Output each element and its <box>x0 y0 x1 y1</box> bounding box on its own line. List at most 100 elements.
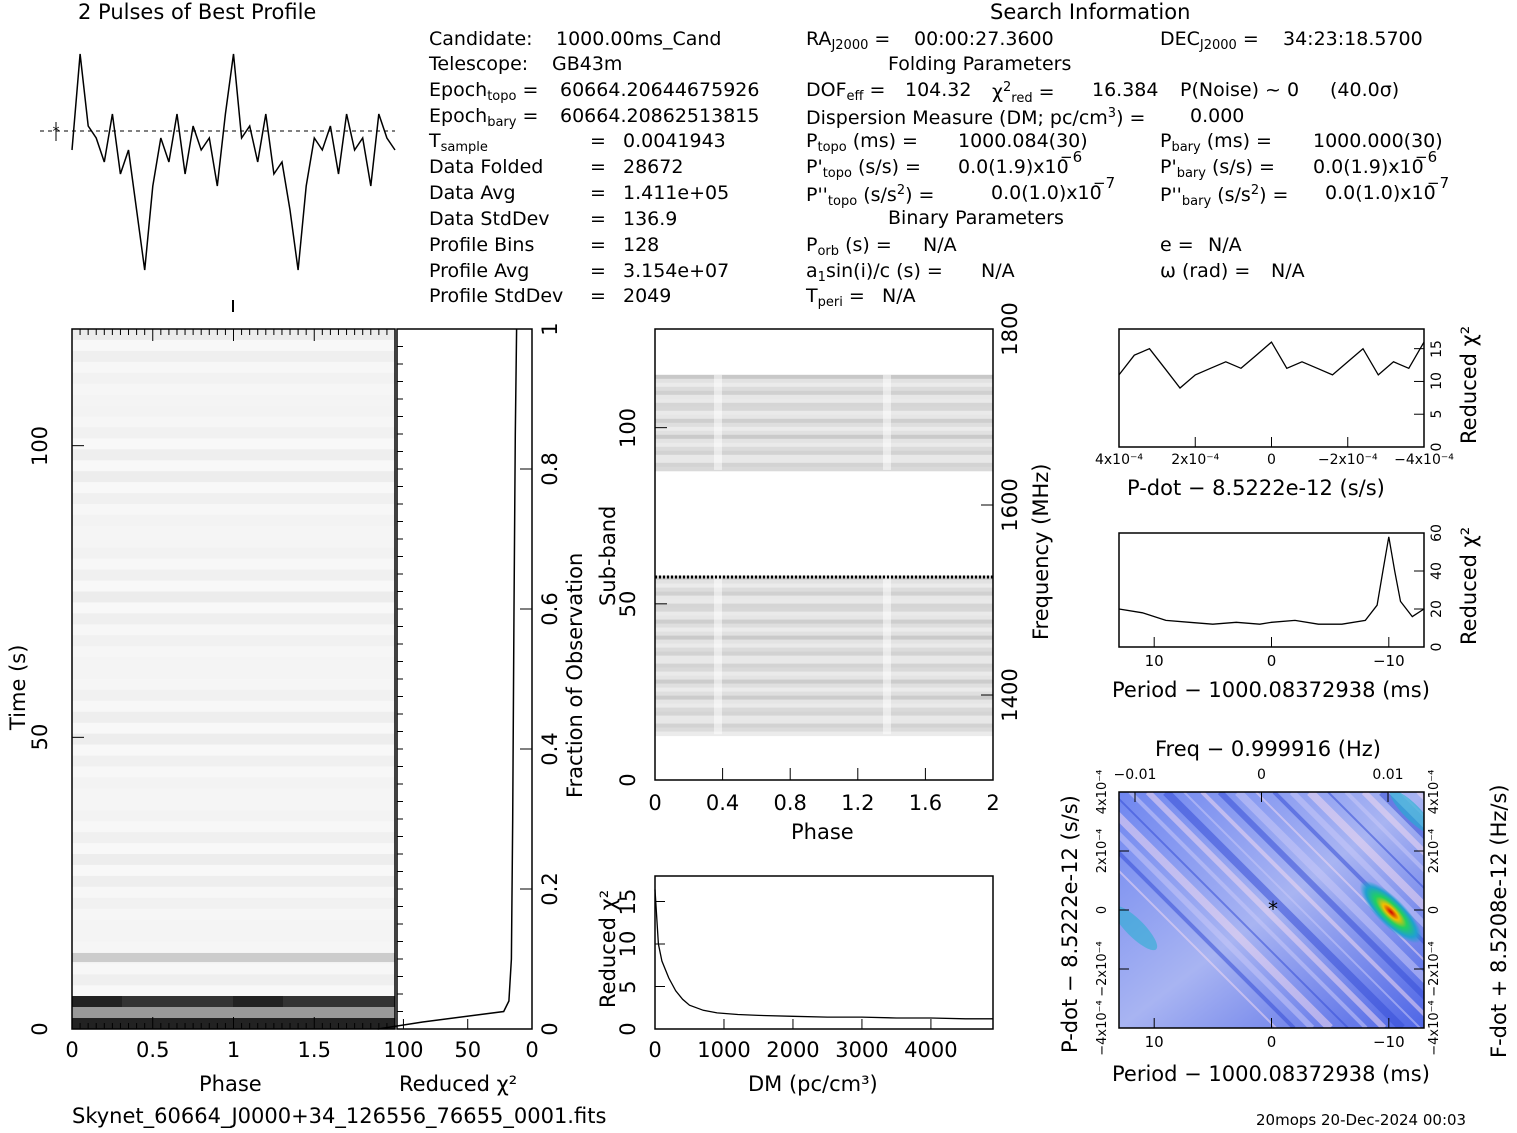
time-phase-xlabel: Phase <box>199 1072 262 1096</box>
sb-row <box>655 442 993 448</box>
eq-5: = <box>590 234 606 256</box>
period-chi2-plot <box>1118 532 1425 648</box>
tp-row <box>72 930 395 942</box>
tp-row <box>72 471 395 483</box>
profile-bins-value: 128 <box>623 234 660 256</box>
data-stddev-value: 136.9 <box>623 208 678 230</box>
svg-text:*: * <box>53 124 60 140</box>
sb-row <box>655 675 993 681</box>
sb-row <box>655 651 993 657</box>
subband-heatmap <box>654 328 994 781</box>
sb-row <box>655 414 993 420</box>
pddot-bary-exp: −7 <box>1427 174 1450 192</box>
tp-row <box>72 405 395 417</box>
tp-row <box>72 558 395 571</box>
telescope-label: Telescope: <box>429 53 529 75</box>
sb-row <box>655 695 993 701</box>
sb-row <box>655 462 993 468</box>
tp-row <box>72 788 395 800</box>
pp-streak <box>1307 792 1424 912</box>
tp-row <box>72 525 395 538</box>
tp-row <box>72 854 395 866</box>
sb-pulse <box>714 374 722 470</box>
frequency-tick-label: 1800 <box>998 302 1022 356</box>
p-pdot-heatmap: * <box>1118 791 1425 1029</box>
p-noise: P(Noise) ~ 0 <box>1180 79 1300 101</box>
tp-row <box>72 886 395 899</box>
tsample-label: Tsample <box>429 130 488 155</box>
pp-ytick-label: 4x10⁻⁴ <box>1095 769 1110 815</box>
chi2-frac-ytick-label: 0.6 <box>538 592 562 626</box>
p-bary-value: 1000.000(30) <box>1313 130 1443 152</box>
pddot-topo-label: P''topo (s/s2) = <box>806 183 935 209</box>
epoch-topo-value: 60664.20644675926 <box>560 79 760 101</box>
tp-row <box>72 372 395 385</box>
pp-x2tick-label: 0.01 <box>1372 767 1404 783</box>
sb-row <box>655 615 993 621</box>
epoch-topo-label: Epochtopo = <box>429 79 539 104</box>
tp-row <box>72 427 395 439</box>
tp-row <box>72 777 395 789</box>
sb-row <box>655 599 993 605</box>
frequency-tick-label: 1400 <box>998 668 1022 722</box>
frequency-tick-label: 1600 <box>998 478 1022 532</box>
pp-streak <box>1200 792 1424 1017</box>
profile-bins-label: Profile Bins <box>429 234 535 256</box>
pdot-topo-label: P'topo (s/s) = <box>806 156 921 181</box>
sb-row <box>655 671 993 677</box>
eq-1: = <box>590 130 606 152</box>
footer-stamp: 20mops 20-Dec-2024 00:03 <box>1256 1111 1467 1129</box>
sb-row <box>655 422 993 428</box>
sb-row <box>655 454 993 460</box>
pp-streak <box>1327 792 1424 890</box>
tp-row <box>72 416 395 428</box>
pdot-topo-exp: −6 <box>1060 148 1083 166</box>
sb-row <box>655 727 993 733</box>
time-phase-xtick-label: 0 <box>65 1038 79 1062</box>
dm-xlabel: DM (pc/cm³) <box>748 1072 878 1096</box>
pp-ylabel: P-dot − 8.5222e-12 (s/s) <box>1058 795 1082 1053</box>
sb-row <box>655 707 993 713</box>
pp-xtick-label: 10 <box>1144 1033 1164 1051</box>
sb-row <box>655 434 993 440</box>
sigma-value: (40.0σ) <box>1330 79 1400 101</box>
tp-row <box>72 864 395 877</box>
dm-label: Dispersion Measure (DM; pc/cm3) = <box>806 106 1146 129</box>
pp-streak <box>1119 850 1296 1028</box>
dec-value: 34:23:18.5700 <box>1283 28 1423 50</box>
pp-y2tick-label: −4x10⁻⁴ <box>1427 1000 1442 1056</box>
tp-pulse <box>233 996 283 1007</box>
time-phase-ytick-label: 50 <box>28 723 52 751</box>
pddot-topo-value: 0.0(1.0)x10 <box>991 182 1102 204</box>
pp-xlabel: Period − 1000.08372938 (ms) <box>1112 1062 1430 1086</box>
tp-row <box>72 985 395 997</box>
pdot-xlabel: P-dot − 8.5222e-12 (s/s) <box>1127 476 1385 500</box>
pp-streak <box>1119 830 1315 1028</box>
chi2-frac-xtick-label: 0 <box>525 1038 539 1062</box>
pdot-bary-value: 0.0(1.9)x10 <box>1313 156 1424 178</box>
ra-value: 00:00:27.3600 <box>914 28 1054 50</box>
period-ytick-label: 20 <box>1429 600 1445 618</box>
sb-row <box>655 398 993 404</box>
pddot-bary-label: P''bary (s/s2) = <box>1160 183 1289 209</box>
period-xtick-label: 10 <box>1144 652 1164 670</box>
sb-row <box>655 691 993 697</box>
sb-row <box>655 631 993 637</box>
pp-ytick-label: −2x10⁻⁴ <box>1095 941 1110 997</box>
sb-pulse <box>883 575 891 735</box>
sb-row <box>655 667 993 673</box>
sb-row <box>655 382 993 388</box>
svg-text:*: * <box>1268 897 1278 921</box>
tp-row <box>72 504 395 516</box>
tp-row <box>72 722 395 735</box>
tp-row <box>72 536 395 549</box>
subband-xtick-label: 0.4 <box>705 791 740 815</box>
tp-row <box>72 679 395 691</box>
tp-band <box>72 1007 395 1018</box>
sb-row <box>655 715 993 721</box>
pp-y2label: F-dot + 8.5208e-12 (Hz/s) <box>1487 784 1511 1058</box>
sb-row <box>655 430 993 436</box>
tp-row <box>72 438 395 450</box>
chi2-frac-ytick-label: 0.8 <box>538 452 562 486</box>
sb-row <box>655 587 993 593</box>
